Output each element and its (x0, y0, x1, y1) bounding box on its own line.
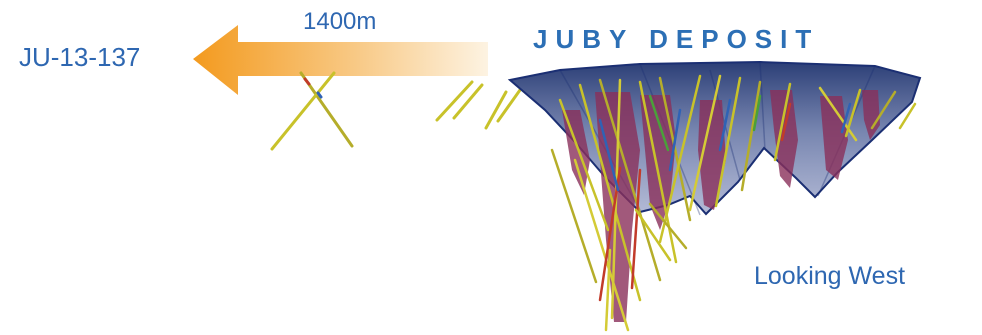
drill-traces-deep (604, 202, 688, 332)
left-arrow-icon (193, 25, 488, 95)
deposit-title: JUBY DEPOSIT (533, 24, 820, 54)
distance-label: 1400m (303, 8, 377, 35)
drill-traces-deposit (550, 74, 917, 332)
view-direction-label: Looking West (754, 262, 906, 290)
mineralized-zones (562, 90, 880, 322)
drill-traces-west (435, 80, 522, 130)
drill-hole-label: JU-13-137 (19, 42, 141, 72)
drill-hole-ju-13-137 (270, 71, 354, 151)
